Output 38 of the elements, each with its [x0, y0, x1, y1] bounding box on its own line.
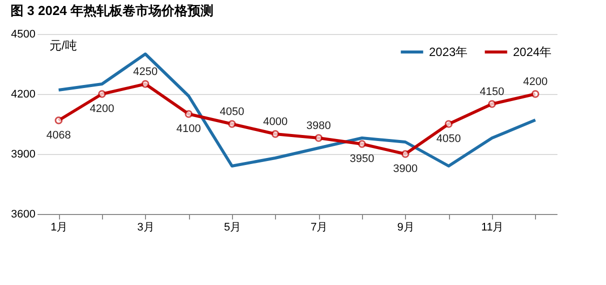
point: [228, 120, 236, 128]
x-tick-label: 5月: [224, 222, 242, 234]
y-tick-label: 3600: [11, 208, 36, 220]
data-label: 4068: [46, 129, 71, 142]
data-label: 4150: [480, 86, 504, 98]
data-label: 4200: [90, 103, 114, 115]
legend-label: 2024年: [513, 45, 552, 59]
x-tick-label: 3月: [137, 222, 154, 234]
point: [54, 116, 63, 124]
data-label: 4050: [220, 106, 244, 118]
x-tick-label: 1月: [50, 222, 68, 234]
data-label: 4050: [436, 133, 461, 145]
data-label: 4000: [263, 116, 288, 128]
y-tick-label: 3900: [11, 148, 36, 160]
data-label: 4250: [133, 66, 158, 78]
x-tick-label: 11月: [481, 222, 504, 234]
legend-label: 2023年: [429, 45, 468, 59]
point: [358, 140, 366, 148]
y-axis-title: 元/吨: [50, 38, 77, 52]
point: [401, 150, 410, 158]
chart-title: 图 3 2024 年热轧板卷市场价格预测: [10, 3, 214, 18]
point: [98, 90, 106, 98]
y-tick-label: 4500: [11, 28, 36, 40]
data-label: 4200: [523, 76, 548, 88]
data-label: 3900: [393, 163, 418, 175]
data-label: 3980: [306, 120, 331, 132]
data-label: 3950: [350, 153, 374, 165]
point: [271, 130, 280, 138]
y-tick-label: 4200: [11, 88, 36, 100]
data-label: 4100: [176, 123, 201, 135]
point: [444, 120, 453, 128]
point: [184, 110, 193, 118]
point: [314, 134, 323, 142]
point: [141, 80, 150, 88]
point: [531, 90, 540, 98]
point: [488, 100, 496, 108]
x-tick-label: 7月: [310, 222, 328, 234]
x-tick-label: 9月: [397, 222, 414, 234]
